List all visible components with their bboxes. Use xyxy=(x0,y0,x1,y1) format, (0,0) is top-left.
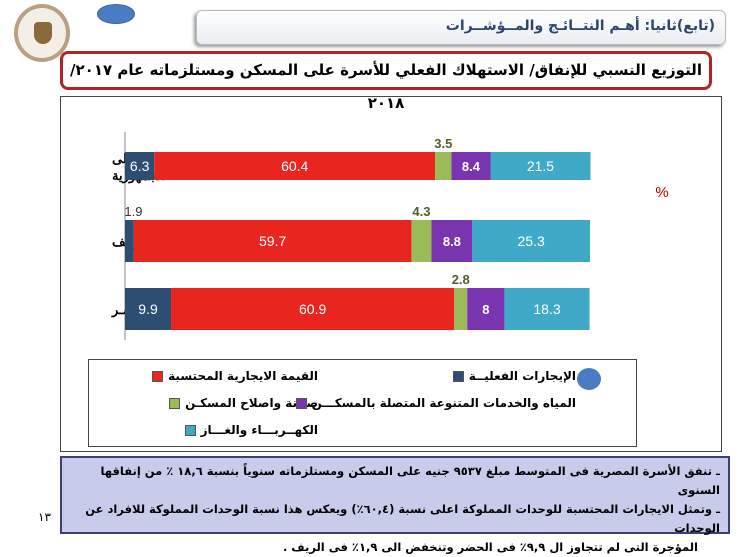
data-label: 8 xyxy=(482,302,489,317)
chart-title-box: التوزيع النسبي للإنفاق/ الاستهلاك الفعلي… xyxy=(60,51,712,112)
data-label: 8.4 xyxy=(462,159,481,174)
legend-item: المياه والخدمات المتنوعة المتصلة بالمسكـ… xyxy=(295,396,576,410)
bar-segment xyxy=(133,220,412,262)
bar-segment xyxy=(467,288,505,330)
note-line: المؤجرة التى لم تتجاوز ال ٩,٩٪ فى الحضر … xyxy=(282,540,698,554)
bar-segment xyxy=(125,220,134,262)
legend-label: القيمة الايجارية المحتسبة xyxy=(168,369,318,383)
bar-segment xyxy=(411,220,432,262)
data-label: 25.3 xyxy=(518,233,545,249)
bar-segment xyxy=(154,152,436,180)
legend-swatch xyxy=(452,370,464,382)
bar-segment xyxy=(125,288,172,330)
legend-swatch xyxy=(184,424,196,436)
legend: الإيجارات الفعليــة القيمة الايجارية المح… xyxy=(88,359,637,447)
blue-circle-shape xyxy=(577,368,601,390)
data-label: 1.9 xyxy=(124,204,142,219)
section-title: (تابع)ثانيا: أهـم النتــائـج والمــؤشــر… xyxy=(445,18,715,34)
legend-item: صيانة واصلاح المسكـن xyxy=(169,396,318,410)
chart-title: التوزيع النسبي للإنفاق/ الاستهلاك الفعلي… xyxy=(70,61,702,112)
legend-item: القيمة الايجارية المحتسبة xyxy=(152,369,318,383)
legend-swatch xyxy=(152,370,164,382)
data-label: 60.9 xyxy=(299,301,326,317)
bar-segment xyxy=(431,220,473,262)
unit-label: % xyxy=(655,184,668,201)
legend-label: صيانة واصلاح المسكـن xyxy=(185,396,318,410)
bar-segment xyxy=(435,152,452,180)
bar-segment xyxy=(490,152,591,180)
chart-area xyxy=(60,96,722,452)
bar-segment xyxy=(171,288,455,330)
data-label: 21.5 xyxy=(527,158,554,174)
blue-ellipse-shape xyxy=(97,4,135,24)
data-label: 6.3 xyxy=(130,158,150,174)
findings-note: ـ تنفق الأسرة المصرية فى المتوسط مبلغ ٩٥… xyxy=(60,456,730,554)
data-label: 8.8 xyxy=(443,234,461,249)
bar-segment xyxy=(454,288,468,330)
note-line: ـ تنفق الأسرة المصرية فى المتوسط مبلغ ٩٥… xyxy=(100,464,720,497)
legend-swatch xyxy=(169,397,181,409)
ministry-logo xyxy=(14,4,70,62)
data-label: 3.5 xyxy=(434,136,452,151)
legend-label: الإيجارات الفعليــة xyxy=(468,369,576,383)
bar-segment xyxy=(504,288,590,330)
data-label: 9.9 xyxy=(138,301,158,317)
data-label: 59.7 xyxy=(259,233,286,249)
note-line: ـ وتمثل الايجارات المحتسبة للوحدات الممل… xyxy=(85,502,720,535)
data-label: 2.8 xyxy=(452,272,470,287)
bar-segment xyxy=(451,152,491,180)
data-label: 4.3 xyxy=(412,204,430,219)
legend-label: الكهــربـــاء والغـــاز xyxy=(200,423,318,437)
legend-label: المياه والخدمات المتنوعة المتصلة بالمسكـ… xyxy=(311,396,576,410)
data-label: 60.4 xyxy=(281,158,308,174)
legend-swatch xyxy=(295,397,307,409)
data-label: 18.3 xyxy=(533,301,560,317)
page-number: ١٣ xyxy=(38,510,51,524)
legend-item: الإيجارات الفعليــة xyxy=(452,369,576,383)
stacked-bar-chart: إجمالىالجمهورية6.360.43.58.421.5ريـف1.95… xyxy=(111,132,669,340)
section-header: (تابع)ثانيا: أهـم النتــائـج والمــؤشــر… xyxy=(196,10,726,45)
bar-segment xyxy=(472,220,590,262)
legend-item: الكهــربـــاء والغـــاز xyxy=(184,423,318,437)
bar-segment xyxy=(125,152,155,180)
